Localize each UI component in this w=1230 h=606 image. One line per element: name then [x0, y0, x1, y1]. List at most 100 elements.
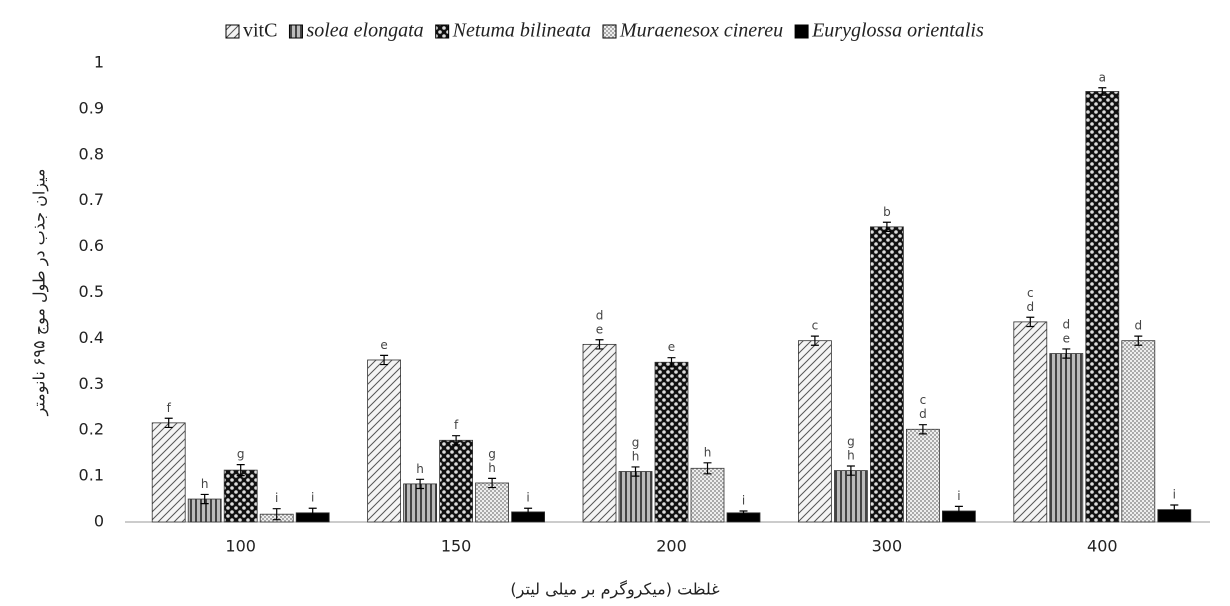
error-bar [810, 335, 819, 346]
y-axis-label: میزان جذب در طول موج ۶۹۵ نانومتر [30, 169, 50, 417]
x-tick-label: 100 [225, 537, 256, 556]
significance-letter: e [668, 340, 675, 354]
significance-letter: e [380, 338, 387, 352]
significance-letter: h [704, 445, 712, 459]
error-bar [416, 478, 425, 490]
error-bar [846, 465, 855, 476]
significance-letter: g [632, 435, 640, 449]
bar [690, 467, 725, 523]
significance-letter: i [311, 491, 314, 505]
significance-letter: i [1173, 488, 1176, 502]
error-bar [164, 417, 173, 429]
significance-letter: h [201, 477, 209, 491]
bar [906, 428, 940, 523]
significance-letter: e [1063, 331, 1070, 345]
error-bar [1134, 335, 1143, 346]
x-tick-label: 150 [441, 537, 472, 556]
error-bar [1098, 87, 1107, 96]
error-bar [595, 339, 604, 350]
legend-swatch [288, 24, 303, 39]
significance-letter: d [596, 308, 604, 322]
y-tick-label: 1 [94, 53, 104, 72]
legend-swatch [602, 24, 617, 39]
y-tick-label: 0 [94, 512, 104, 531]
error-bar [954, 505, 963, 517]
y-tick-label: 0.9 [79, 98, 104, 117]
y-tick-label: 0.3 [79, 374, 104, 393]
legend-swatch [435, 24, 450, 39]
significance-letter: h [847, 449, 855, 463]
error-bar [667, 357, 676, 368]
legend-label: vitC [243, 20, 277, 42]
error-bar [1062, 348, 1071, 359]
y-tick-label: 0.1 [79, 466, 104, 485]
legend-swatch [794, 24, 809, 39]
bar [151, 422, 186, 523]
error-bar [1170, 504, 1179, 515]
significance-letter: c [812, 319, 819, 333]
significance-letter: h [416, 462, 424, 476]
significance-letter: c [1027, 286, 1034, 300]
error-bar [524, 507, 533, 517]
legend-label: Euryglossa orientalis [811, 20, 984, 42]
bar [1049, 353, 1084, 523]
significance-letter: b [883, 205, 891, 219]
legend-label: Netuma bilineata [452, 20, 591, 42]
bar [475, 482, 510, 523]
significance-letter: e [596, 322, 603, 336]
error-bar [1026, 316, 1035, 328]
error-bar [631, 466, 640, 477]
error-bar [452, 435, 461, 446]
significance-letter: f [167, 401, 172, 415]
significance-letter: d [1134, 319, 1142, 333]
bar [798, 340, 832, 523]
significance-letter: h [632, 449, 640, 463]
bar [439, 439, 474, 523]
significance-letter: f [454, 418, 459, 432]
y-tick-label: 0.7 [79, 190, 104, 209]
bar [367, 359, 402, 523]
y-tick-label: 0.2 [79, 420, 104, 439]
error-bar [918, 424, 927, 435]
significance-letter: h [488, 461, 496, 475]
legend-swatch [225, 24, 240, 39]
error-bar [200, 493, 209, 505]
y-tick-label: 0.5 [79, 282, 104, 301]
bar [223, 469, 258, 523]
legend-label: solea elongata [306, 20, 423, 42]
significance-letter: d [1026, 300, 1034, 314]
bar [403, 483, 438, 523]
error-bar [308, 507, 317, 519]
significance-letter: g [847, 435, 855, 449]
error-bar [272, 508, 281, 521]
error-bar [739, 510, 748, 516]
significance-letter: i [742, 493, 745, 507]
y-tick-label: 0.6 [79, 236, 104, 255]
error-bar [488, 477, 497, 489]
legend-label: Muraenesox cinereu [619, 20, 783, 42]
significance-letter: i [957, 489, 960, 503]
significance-letter: i [526, 491, 529, 505]
bar [618, 471, 653, 523]
bar [870, 226, 904, 523]
y-tick-label: 0.8 [79, 144, 104, 163]
bar [1085, 91, 1120, 523]
error-bar [236, 464, 245, 477]
error-bar [380, 354, 389, 366]
x-tick-label: 400 [1087, 537, 1118, 556]
significance-letter: c [920, 393, 927, 407]
error-bar [703, 462, 712, 475]
bar [654, 361, 689, 523]
significance-letter: d [1062, 317, 1070, 331]
bar [834, 470, 868, 523]
significance-letter: d [919, 407, 927, 421]
bar [1013, 321, 1048, 523]
significance-letter: i [275, 491, 278, 505]
significance-letter: g [237, 447, 245, 461]
significance-letter: a [1099, 70, 1106, 84]
y-tick-label: 0.4 [79, 328, 104, 347]
error-bar [882, 221, 891, 233]
x-axis-label: غلظت (میکروگرم بر میلی لیتر) [510, 580, 719, 600]
x-tick-label: 300 [872, 537, 903, 556]
